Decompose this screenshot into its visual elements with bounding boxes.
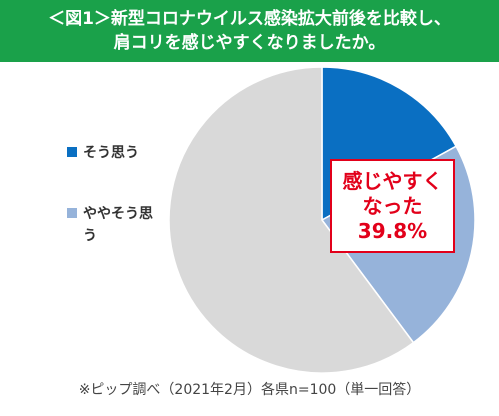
legend-item-yaya-sou-omou: ややそう思う — [67, 203, 153, 247]
total-callout-box: 感じやすく なった 39.8% — [330, 159, 455, 253]
legend-item-sou-omou: そう思う — [67, 142, 153, 164]
source-note: ※ピップ調べ（2021年2月）各県n=100（単一回答） — [78, 382, 421, 398]
legend-label-yaya-sou-omou: ややそう思う — [83, 206, 153, 244]
chart-title-line-1: ＜図1＞新型コロナウイルス感染拡大前後を比較し、 — [48, 9, 451, 29]
callout-line-1: 感じやすく — [342, 168, 443, 193]
pie-slice-other — [168, 66, 415, 374]
legend-swatch-sou-omou — [67, 147, 77, 157]
chart-title-banner: ＜図1＞新型コロナウイルス感染拡大前後を比較し、 肩コリを感じやすくなりましたか… — [0, 0, 499, 62]
callout-percent: 39.8% — [357, 218, 428, 243]
chart-title-line-2: 肩コリを感じやすくなりましたか。 — [113, 33, 386, 53]
callout-line-2: なった — [362, 193, 423, 218]
legend-swatch-yaya-sou-omou — [67, 208, 77, 218]
legend-label-sou-omou: そう思う — [83, 145, 139, 161]
